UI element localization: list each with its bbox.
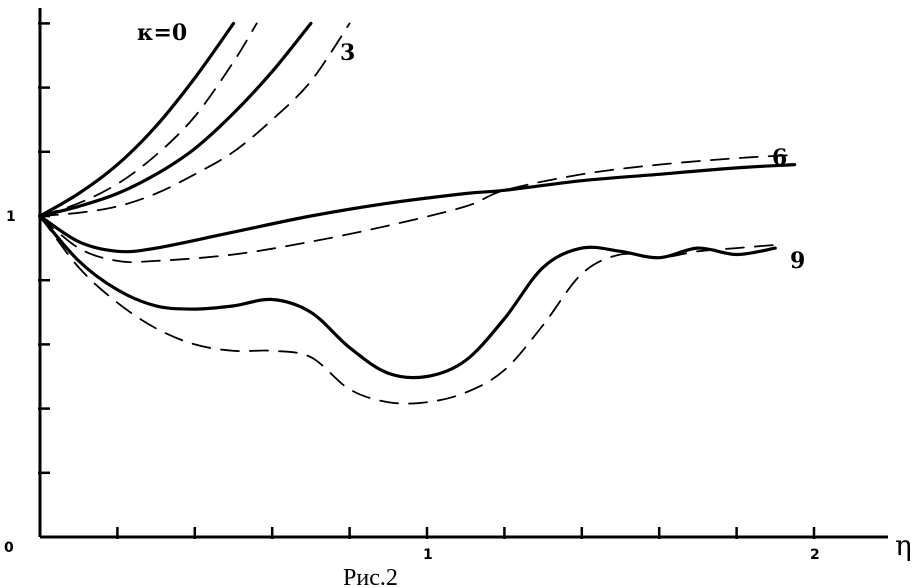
labels: 0 η Рис.2 1 2 1 κ=0 3 6 9 — [4, 20, 912, 588]
series-line-dashed-2 — [40, 154, 796, 264]
series-line-solid-3 — [40, 214, 777, 380]
x-axis-label: η — [895, 529, 912, 562]
x-tick-label: 1 — [423, 547, 433, 563]
curve-label: 3 — [340, 40, 355, 66]
series-line-solid-0 — [40, 21, 236, 218]
origin-label: 0 — [4, 540, 14, 556]
series-line-solid-2 — [40, 163, 797, 254]
series-line-dashed-1 — [40, 22, 351, 217]
series-line-dashed-0 — [40, 22, 258, 217]
x-tick-label: 2 — [810, 547, 820, 563]
ticks — [38, 22, 816, 539]
axes — [38, 8, 888, 539]
curves — [40, 21, 797, 405]
curve-label: 9 — [790, 248, 805, 274]
series-line-solid-1 — [40, 21, 313, 218]
figure-caption: Рис.2 — [343, 565, 398, 588]
y-tick-label: 1 — [6, 209, 16, 225]
series-line-dashed-3 — [40, 215, 777, 405]
curve-label: 6 — [772, 145, 787, 171]
curve-label: κ=0 — [137, 20, 187, 46]
